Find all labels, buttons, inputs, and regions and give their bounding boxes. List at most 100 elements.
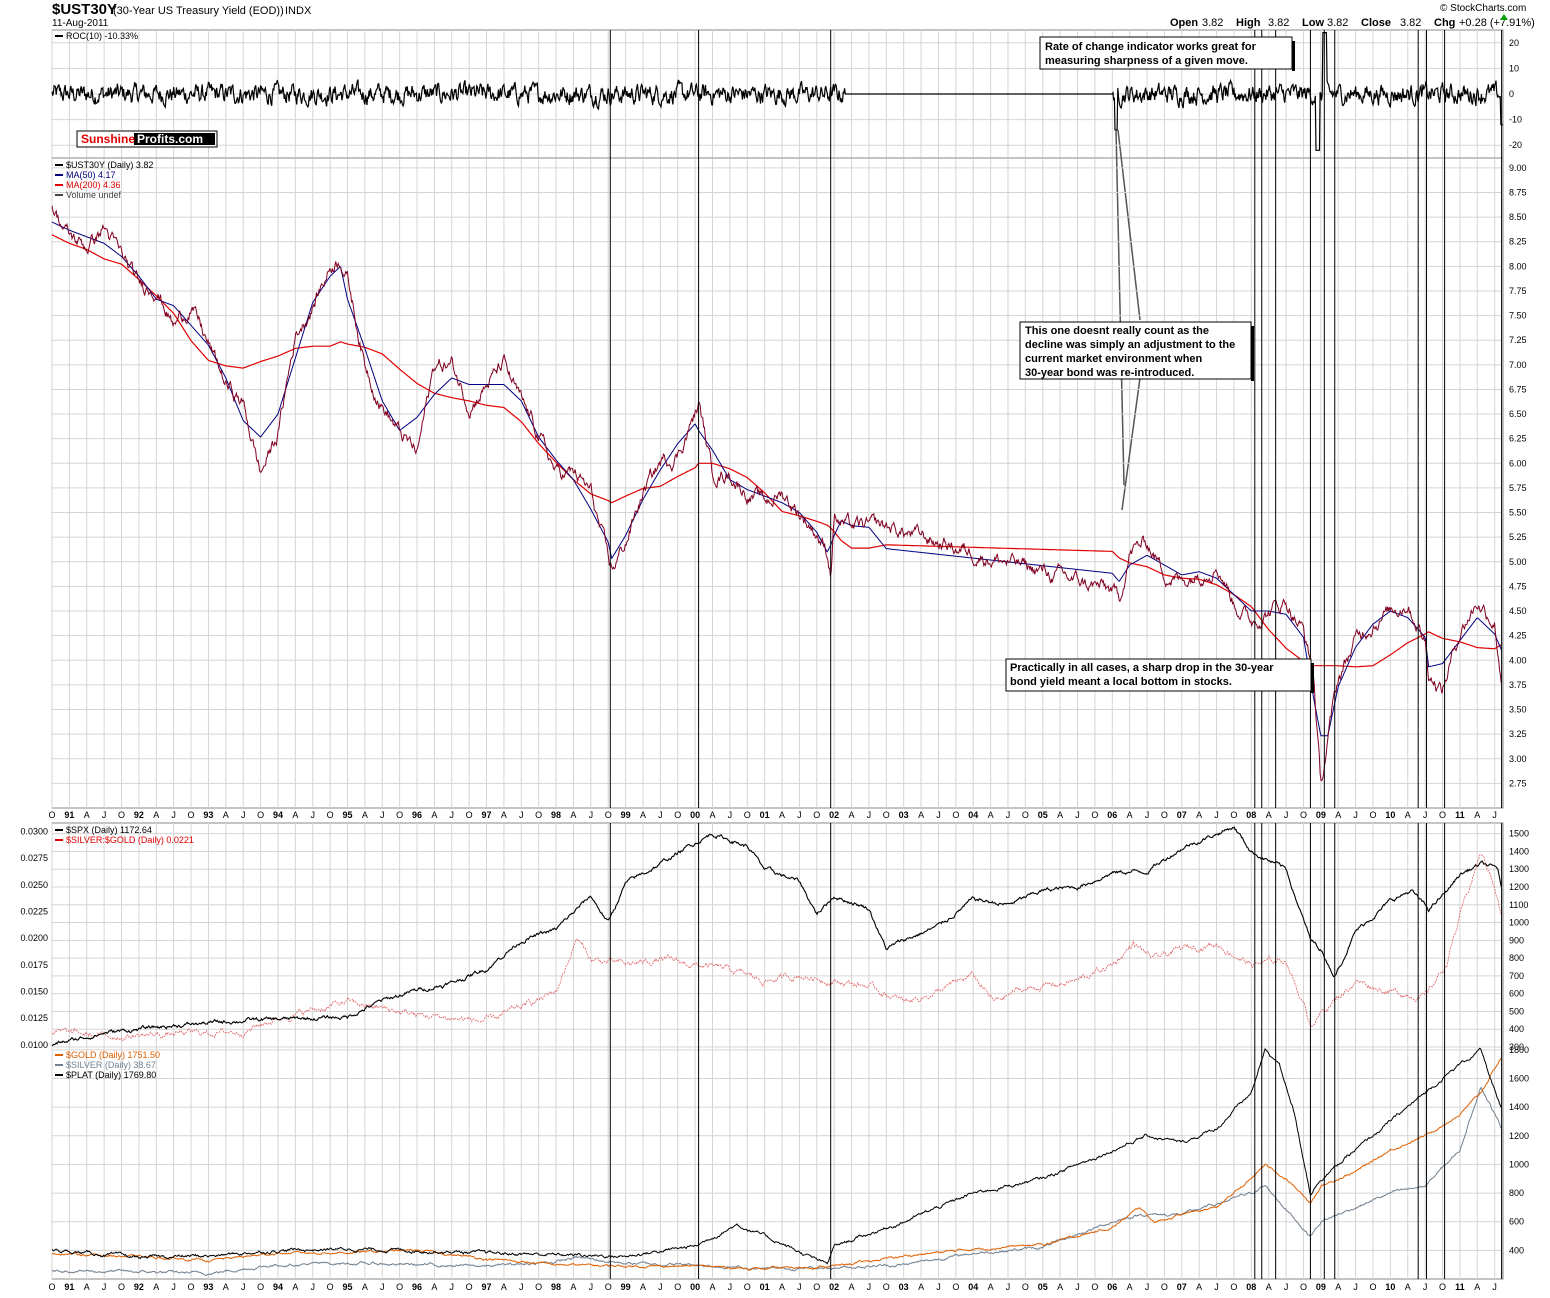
y-tick-label: 6.75 [1509,384,1527,394]
x-tick-label: A [223,1282,229,1292]
y-tick-label: 400 [1509,1024,1524,1034]
x-tick-label: 11 [1455,1282,1465,1292]
x-tick-label: 07 [1177,1282,1187,1292]
x-tick-label: A [1266,810,1272,820]
x-tick-label: O [1022,1282,1029,1292]
x-tick-label: O [188,810,195,820]
x-tick-label: 01 [760,810,770,820]
x-tick-label: O [1022,810,1029,820]
y-tick-label: 3.00 [1509,754,1527,764]
x-tick-label: 10 [1385,1282,1395,1292]
y-tick-label: 8.50 [1509,212,1527,222]
x-tick-label: A [918,1282,924,1292]
x-tick-label: J [171,810,176,820]
y-tick-label: 500 [1509,1006,1524,1016]
x-tick-label: A [153,810,159,820]
drop-note-line1: Practically in all cases, a sharp drop i… [1010,662,1274,674]
y-tick-label: 900 [1509,935,1524,945]
x-tick-label: O [744,1282,751,1292]
bond-note-line3: current market environment when [1025,353,1203,365]
x-tick-label: O [535,1282,542,1292]
x-tick-label: A [570,810,576,820]
x-tick-label: O [1300,1282,1307,1292]
y-tick-label-left: 0.0150 [20,987,48,997]
ohlc-label-chg: Chg [1434,17,1455,29]
y-tick-label: 3.50 [1509,705,1527,715]
x-tick-label: J [728,810,733,820]
x-tick-label: J [1423,810,1428,820]
x-tick-label: A [779,1282,785,1292]
x-tick-label: J [589,1282,594,1292]
x-tick-label: J [450,810,455,820]
x-tick-label: J [1492,810,1497,820]
roc-legend-label: ROC(10) -10.33% [66,31,138,41]
ohlc-label-low: Low [1302,17,1324,29]
x-tick-label: J [1353,810,1358,820]
x-tick-label: J [450,1282,455,1292]
y-tick-label: -10 [1509,115,1522,125]
y-tick-label: 1100 [1509,900,1528,910]
roc-note-line2: measuring sharpness of a given move. [1045,55,1248,67]
y-tick-label: 800 [1509,953,1524,963]
x-tick-label: J [380,1282,385,1292]
x-tick-label: O [674,810,681,820]
ma50-line [51,221,1502,737]
x-tick-label: J [1075,1282,1080,1292]
x-tick-label: J [936,810,941,820]
y-tick-label: 6.00 [1509,458,1527,468]
x-tick-label: A [431,1282,437,1292]
y-tick-label: -20 [1509,140,1522,150]
drop-note-line2: bond yield meant a local bottom in stock… [1010,676,1232,688]
x-tick-label: A [570,1282,576,1292]
y-tick-label: 2.75 [1509,778,1527,788]
panel-frame-spx [51,822,1504,1048]
y-tick-label: 1200 [1509,882,1529,892]
x-tick-label: 96 [412,1282,422,1292]
x-tick-label: J [519,810,524,820]
x-tick-label: O [327,1282,334,1292]
x-tick-label: A [292,1282,298,1292]
bond-annotation: This one doesnt really count as the decl… [1019,321,1254,381]
x-tick-label: O [257,1282,264,1292]
ohlc-label-open: Open [1170,17,1198,29]
y-tick-label: 20 [1509,38,1519,48]
y-tick-label: 4.75 [1509,581,1527,591]
x-tick-label: A [1405,1282,1411,1292]
yield-line [51,205,1502,782]
logo-part2: Profits.com [137,132,203,146]
x-tick-label: O [535,810,542,820]
x-tick-label: O [1230,810,1237,820]
y-tick-label: 6.25 [1509,434,1527,444]
y-tick-label: 1400 [1509,1102,1529,1112]
yield-legend-label: MA(200) 4.36 [66,180,121,190]
x-tick-label: O [118,810,125,820]
x-tick-label: A [709,810,715,820]
roc-annotation: Rate of change indicator works great for… [1039,36,1295,71]
ohlc-value-high: 3.82 [1268,17,1289,29]
x-tick-label: J [1145,810,1150,820]
x-tick-label: J [1492,1282,1497,1292]
x-tick-label: 00 [690,810,700,820]
panel-frame-metal [51,1046,1504,1280]
brand-watermark: © StockCharts.com [1440,3,1526,14]
x-tick-label: 97 [482,810,492,820]
pointer-2 [1117,129,1141,321]
x-tick-label: O [813,1282,820,1292]
ohlc-label-high: High [1236,17,1261,29]
y-tick-label: 1000 [1509,1159,1529,1169]
x-tick-label: J [1075,810,1080,820]
y-tick-label-left: 0.0200 [20,933,48,943]
x-tick-label: 03 [899,810,909,820]
up-arrow-icon [1500,14,1508,20]
x-tick-label: O [1439,1282,1446,1292]
y-tick-label: 10 [1509,63,1519,73]
x-tick-label: A [1405,810,1411,820]
x-tick-label: 03 [899,1282,909,1292]
x-tick-label: 05 [1038,810,1048,820]
y-tick-label: 9.00 [1509,163,1527,173]
x-tick-label: J [171,1282,176,1292]
chart-symbol: $UST30Y [52,1,117,18]
x-tick-label: J [102,1282,107,1292]
y-tick-label: 0 [1509,89,1514,99]
x-tick-label: A [1266,1282,1272,1292]
